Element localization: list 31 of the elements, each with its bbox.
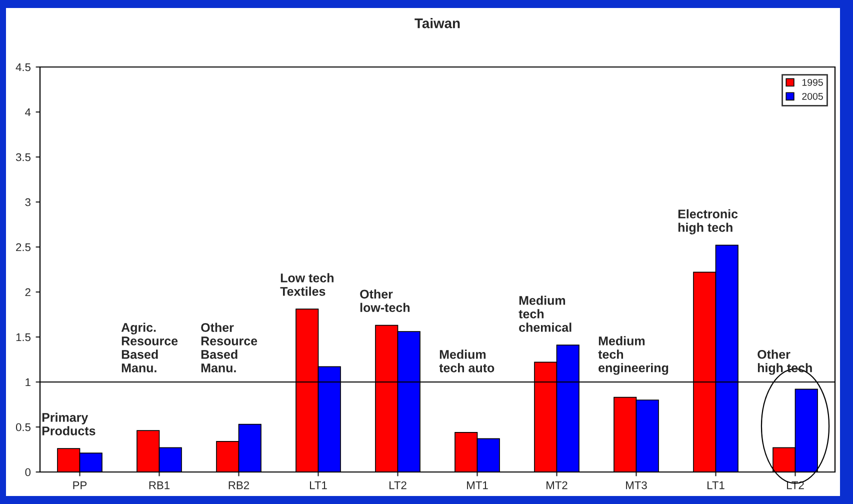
y-tick-label: 1 xyxy=(26,378,30,386)
annotation: Primary Products xyxy=(42,412,96,436)
y-tick-label: 2 xyxy=(25,288,30,296)
x-tick-label: RB1 xyxy=(149,481,170,490)
x-tick-label: MT1 xyxy=(467,481,488,490)
x-tick-label: MT2 xyxy=(546,481,568,490)
annotation: Medium tech engineering xyxy=(598,336,668,375)
annotation: Agric. Resource Based Manu. xyxy=(121,322,178,372)
legend-label: 2005 xyxy=(802,92,823,100)
y-tick-label: 1.5 xyxy=(16,333,31,342)
y-tick-label: 3.5 xyxy=(16,153,31,162)
x-tick-label: LT1 xyxy=(708,481,724,490)
annotation: Medium tech chemical xyxy=(518,296,572,332)
chart-title: Taiwan xyxy=(414,18,460,28)
x-tick-label: RB2 xyxy=(228,481,249,490)
x-tick-label: LT2 xyxy=(390,481,406,490)
y-tick-label: 2.5 xyxy=(16,243,31,252)
y-tick-label: 4.5 xyxy=(16,63,31,72)
annotation: Other Resource Based Manu. xyxy=(201,322,258,372)
annotation: Medium tech auto xyxy=(439,350,494,372)
legend-label: 1995 xyxy=(802,78,823,86)
y-tick-label: 4 xyxy=(25,108,31,116)
annotation: Low tech Textiles xyxy=(280,273,334,296)
y-tick-label: 3 xyxy=(25,198,30,206)
y-tick-label: 0 xyxy=(25,468,31,476)
annotation: Electronic high tech xyxy=(678,209,738,234)
x-tick-label: MT3 xyxy=(626,481,647,490)
y-tick-label: 0.5 xyxy=(16,423,31,432)
x-tick-label: PP xyxy=(73,481,87,490)
x-tick-label: LT1 xyxy=(310,481,327,490)
annotation: Other low-tech xyxy=(360,289,410,312)
